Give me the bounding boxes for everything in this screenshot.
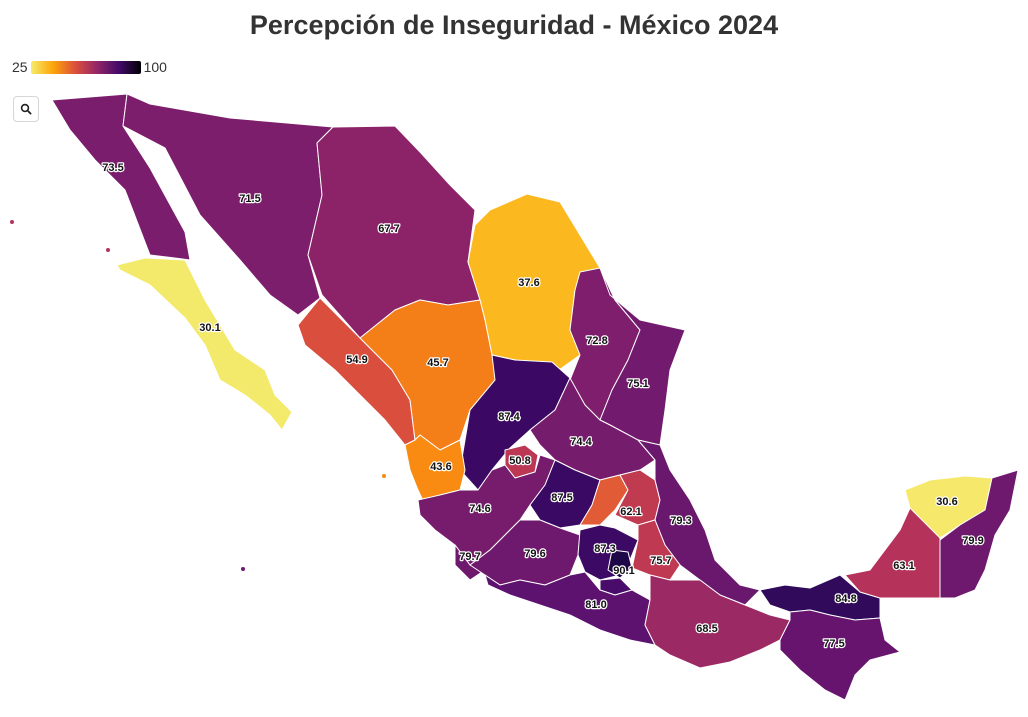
- value-label-coahuila: 37.6: [518, 277, 539, 289]
- value-label-yucatan: 30.6: [936, 496, 957, 508]
- value-label-tabasco: 84.8: [835, 593, 856, 605]
- page-title: Percepción de Inseguridad - México 2024: [249, 10, 779, 40]
- value-label-guanajuato: 87.5: [551, 492, 572, 504]
- legend-min-label: 25: [12, 59, 28, 75]
- value-label-estado-de-mexico: 87.3: [594, 543, 615, 555]
- value-label-hidalgo: 79.3: [670, 515, 691, 527]
- state-guanajuato[interactable]: [529, 459, 601, 529]
- value-label-durango: 45.7: [427, 357, 448, 369]
- color-legend: 25 100: [12, 59, 167, 75]
- value-label-baja-california-sur: 30.1: [199, 322, 220, 334]
- state-colima[interactable]: [454, 544, 486, 581]
- state-zacatecas[interactable]: [459, 354, 571, 491]
- value-label-tamaulipas: 75.1: [627, 378, 648, 390]
- state-nayarit[interactable]: [404, 434, 466, 506]
- value-label-sonora: 71.5: [239, 193, 260, 205]
- value-label-san-luis-potosi: 74.4: [570, 436, 592, 448]
- state-quintana-roo[interactable]: [939, 469, 1019, 599]
- value-label-quintana-roo: 79.9: [962, 535, 983, 547]
- legend-color-bar: [30, 60, 141, 74]
- value-label-zacatecas: 87.4: [498, 411, 520, 423]
- value-label-michoacan: 79.6: [524, 548, 545, 560]
- state-baja-california-sur[interactable]: [116, 257, 293, 431]
- state-cdmx[interactable]: [607, 549, 633, 579]
- state-chiapas[interactable]: [779, 609, 901, 701]
- search-button[interactable]: [13, 96, 39, 122]
- value-label-aguascalientes: 50.8: [509, 455, 530, 467]
- value-label-nuevo-leon: 72.8: [586, 335, 607, 347]
- search-icon: [20, 103, 32, 115]
- legend-max-label: 100: [143, 59, 167, 75]
- state-oaxaca[interactable]: [644, 574, 791, 669]
- state-coahuila[interactable]: [467, 193, 601, 376]
- value-label-chiapas: 77.5: [823, 638, 844, 650]
- value-label-nayarit: 43.6: [430, 461, 451, 473]
- value-label-oaxaca: 68.5: [696, 623, 717, 635]
- state-guerrero[interactable]: [484, 571, 656, 646]
- value-label-chihuahua: 67.7: [378, 223, 399, 235]
- value-label-queretaro: 62.1: [620, 506, 641, 518]
- value-label-sinaloa: 54.9: [346, 354, 367, 366]
- value-label-guerrero: 81.0: [585, 599, 606, 611]
- value-label-colima: 79.7: [459, 551, 480, 563]
- value-label-tlaxcala: 75.7: [650, 555, 671, 567]
- value-label-baja-california: 73.5: [102, 162, 123, 174]
- value-label-campeche: 63.1: [893, 560, 914, 572]
- value-label-jalisco: 74.6: [469, 503, 490, 515]
- value-label-cdmx: 90.1: [613, 565, 634, 577]
